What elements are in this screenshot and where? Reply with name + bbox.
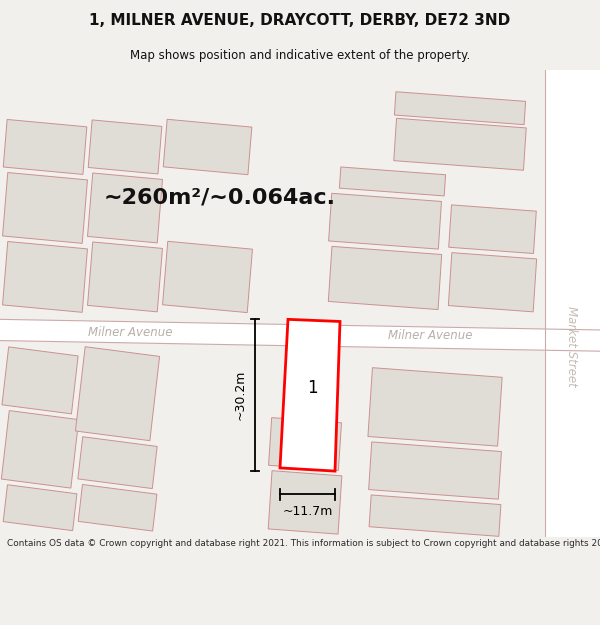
Polygon shape bbox=[2, 347, 78, 414]
Polygon shape bbox=[394, 92, 526, 124]
Polygon shape bbox=[3, 485, 77, 531]
Polygon shape bbox=[88, 242, 163, 312]
Polygon shape bbox=[268, 471, 342, 534]
Polygon shape bbox=[78, 484, 157, 531]
Polygon shape bbox=[2, 173, 88, 243]
Polygon shape bbox=[2, 241, 88, 312]
Polygon shape bbox=[269, 418, 341, 471]
Polygon shape bbox=[368, 442, 502, 499]
Text: Contains OS data © Crown copyright and database right 2021. This information is : Contains OS data © Crown copyright and d… bbox=[7, 539, 600, 548]
Polygon shape bbox=[78, 437, 157, 489]
Polygon shape bbox=[3, 119, 87, 174]
Polygon shape bbox=[545, 70, 600, 537]
Polygon shape bbox=[369, 495, 501, 536]
Polygon shape bbox=[368, 368, 502, 446]
Polygon shape bbox=[88, 120, 162, 174]
Text: ~260m²/~0.064ac.: ~260m²/~0.064ac. bbox=[104, 188, 336, 208]
Polygon shape bbox=[449, 205, 536, 254]
Polygon shape bbox=[394, 118, 526, 170]
Text: Market Street: Market Street bbox=[566, 306, 578, 386]
Polygon shape bbox=[76, 347, 160, 441]
Polygon shape bbox=[0, 319, 600, 351]
Text: ~11.7m: ~11.7m bbox=[283, 505, 332, 518]
Polygon shape bbox=[1, 411, 79, 488]
Text: 1: 1 bbox=[307, 379, 317, 398]
Text: Map shows position and indicative extent of the property.: Map shows position and indicative extent… bbox=[130, 49, 470, 62]
Polygon shape bbox=[280, 319, 340, 471]
Text: Milner Avenue: Milner Avenue bbox=[388, 329, 472, 342]
Polygon shape bbox=[340, 167, 446, 196]
Polygon shape bbox=[88, 173, 163, 243]
Polygon shape bbox=[163, 241, 253, 312]
Text: ~30.2m: ~30.2m bbox=[234, 370, 247, 421]
Polygon shape bbox=[448, 253, 536, 312]
Polygon shape bbox=[163, 119, 252, 175]
Text: Milner Avenue: Milner Avenue bbox=[88, 326, 172, 339]
Polygon shape bbox=[328, 246, 442, 309]
Text: 1, MILNER AVENUE, DRAYCOTT, DERBY, DE72 3ND: 1, MILNER AVENUE, DRAYCOTT, DERBY, DE72 … bbox=[89, 12, 511, 28]
Polygon shape bbox=[329, 193, 442, 249]
